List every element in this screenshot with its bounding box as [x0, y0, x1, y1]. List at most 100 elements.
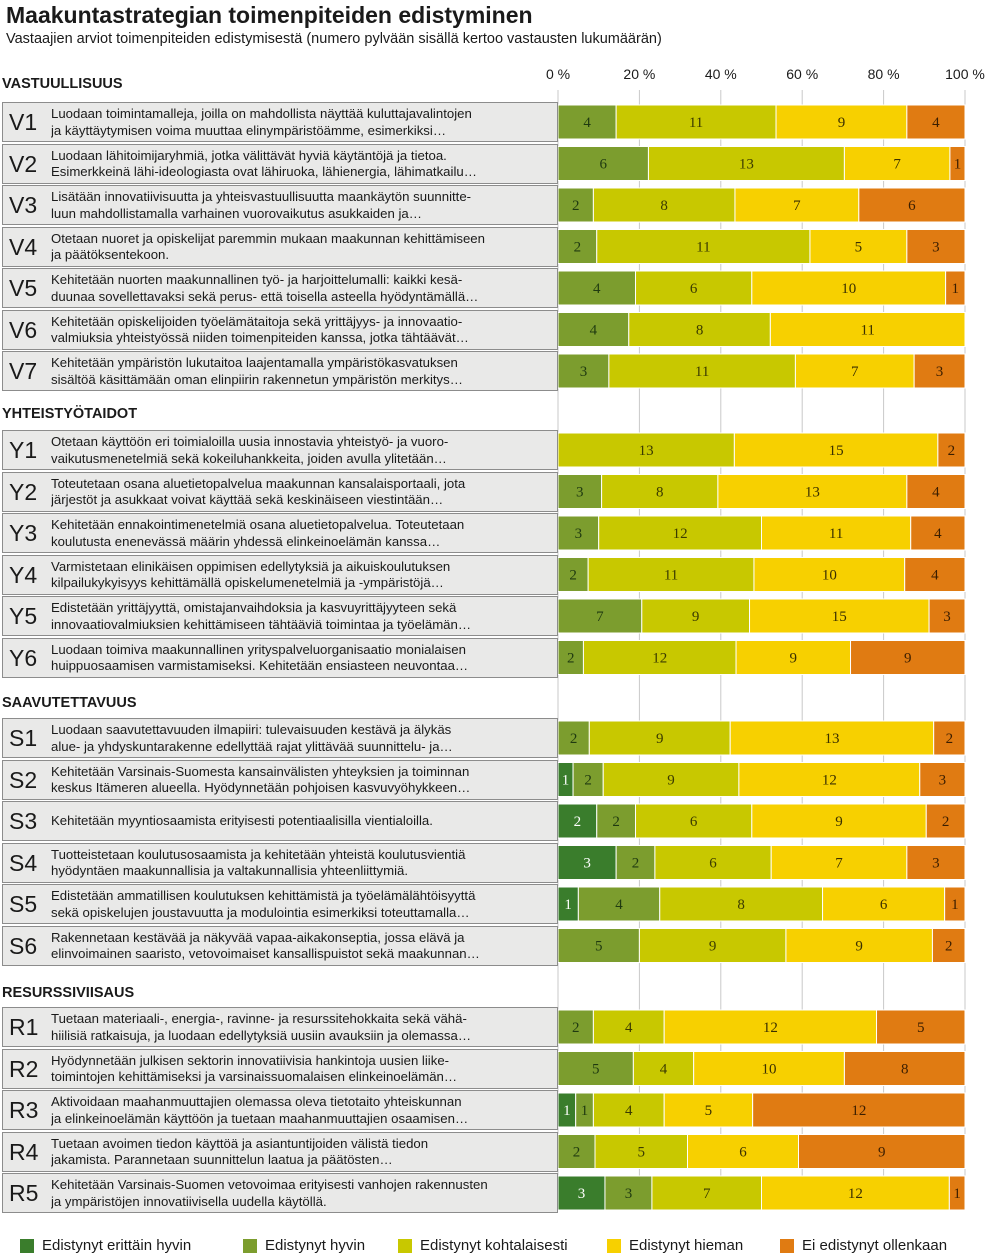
bar-segment	[904, 557, 966, 592]
item-description: Tuetaan avoimen tiedon käyttöä ja asiant…	[51, 1136, 551, 1169]
bar-value-label: 7	[893, 157, 901, 173]
bar-segment	[577, 886, 661, 922]
bar-value-label: 13	[739, 157, 754, 173]
bar-segment	[557, 104, 617, 140]
item-row: R4 Tuetaan avoimen tiedon käyttöä ja asia…	[2, 1131, 558, 1172]
bar-segment	[659, 886, 824, 922]
item-description: Luodaan lähitoimijaryhmiä, jotka välittä…	[51, 148, 551, 181]
item-description: Kehitetään myyntiosaamista erityisesti p…	[51, 813, 551, 830]
item-description-line: hiilisiä ratkaisuja, ja luodaan edellyty…	[51, 1027, 472, 1043]
bar-value-label: 5	[917, 1020, 925, 1036]
bar-value-label: 8	[696, 323, 704, 339]
legend-label: Edistynyt hieman	[629, 1237, 744, 1254]
bar-segment	[944, 886, 966, 922]
bar-segment	[850, 640, 966, 675]
bar-value-label: 5	[595, 939, 603, 955]
bar-segment	[557, 845, 617, 880]
item-description: Luodaan saavutettavuuden ilmapiiri: tule…	[51, 722, 551, 755]
item-code: S6	[9, 932, 38, 959]
item-row: S2 Kehitetään Varsinais-Suomesta kansainv…	[2, 759, 558, 800]
bar-value-label: 2	[567, 651, 575, 667]
bar-segment	[687, 1134, 799, 1169]
bar-value-label: 4	[615, 897, 623, 913]
bar-segment	[557, 1009, 594, 1045]
bar-value-label: 15	[832, 609, 847, 625]
item-description-line: ja elinkeinoelämän käyttöön ja tuetaan m…	[51, 1110, 469, 1126]
item-code: R3	[9, 1097, 39, 1123]
legend-label: Edistynyt kohtalaisesti	[420, 1237, 568, 1254]
bar-value-label: 2	[584, 773, 592, 789]
item-description: Aktivoidaan maahanmuuttajien olemassa ol…	[51, 1094, 551, 1127]
bar-segment	[557, 1051, 634, 1086]
item-row: S6 Rakennetaan kestävää ja näkyvää vapaa-…	[2, 925, 558, 966]
bar-value-label: 9	[656, 731, 664, 747]
bar-value-label: 3	[939, 773, 947, 789]
item-row: S3 Kehitetään myyntiosaamista erityisesti…	[2, 801, 558, 841]
bar-value-label: 3	[576, 485, 584, 501]
item-code: V2	[9, 150, 38, 177]
bar-segment	[949, 146, 966, 181]
bar-value-label: 2	[573, 1145, 581, 1161]
bar-segment	[729, 720, 935, 756]
item-description-line: keskus Itämeren alueella. Hyödynnetään p…	[51, 780, 471, 795]
bar-segment	[601, 474, 719, 509]
bar-segment	[641, 598, 751, 634]
bar-value-label: 5	[705, 1103, 713, 1119]
section-heading: VASTUULLISUUS	[2, 76, 123, 92]
bar-segment	[761, 515, 912, 551]
legend-swatch	[780, 1239, 794, 1253]
bar-value-label: 6	[739, 1145, 747, 1161]
bar-segment	[925, 803, 966, 839]
item-row: V7 Kehitetään ympäristön lukutaitoa laaje…	[2, 351, 558, 391]
bar-segment	[906, 104, 966, 140]
bar-segment	[651, 1175, 762, 1211]
item-description: Luodaan toimiva maakunnallinen yrityspal…	[51, 642, 551, 675]
bar-segment	[635, 803, 753, 839]
bar-value-label: 2	[574, 814, 582, 830]
item-row: S4 Tuotteistetaan koulutusosaamista ja ke…	[2, 842, 558, 883]
bar-value-label: 4	[931, 568, 939, 584]
bar-segment	[587, 557, 755, 592]
bar-value-label: 6	[599, 157, 607, 173]
bar-value-label: 10	[822, 568, 837, 584]
bar-segment	[809, 229, 908, 264]
bar-segment	[596, 803, 637, 839]
bar-value-label: 11	[696, 240, 710, 256]
bar-value-label: 3	[625, 1186, 633, 1202]
bar-segment	[919, 762, 966, 797]
bar-segment	[775, 104, 908, 140]
bar-value-label: 2	[946, 731, 954, 747]
item-description-line: Lisätään innovatiivisuutta ja yhteisvast…	[51, 189, 472, 204]
item-description-line: Kehitetään nuorten maakunnallinen työ- j…	[51, 272, 463, 287]
legend-swatch	[20, 1239, 34, 1253]
bar-value-label: 7	[703, 1186, 711, 1202]
bar-segment	[598, 515, 763, 551]
item-row: V4 Otetaan nuoret ja opiskelijat paremmin…	[2, 226, 558, 267]
bar-segment	[937, 432, 966, 468]
item-description: Tuetaan materiaali-, energia-, ravinne- …	[51, 1011, 551, 1044]
bar-value-label: 6	[880, 897, 888, 913]
bar-value-label: 2	[942, 814, 950, 830]
item-code: S4	[9, 849, 38, 876]
item-description-line: elinvoimainen saaristo, vetovoimaiset ka…	[51, 946, 480, 961]
item-description-line: Hyödynnetään julkisen sektorin innovatii…	[51, 1052, 450, 1068]
bar-value-label: 4	[590, 323, 598, 339]
bar-segment	[632, 1051, 695, 1086]
item-code: Y6	[9, 644, 38, 671]
bar-segment	[733, 432, 939, 468]
item-code: Y2	[9, 478, 38, 505]
bar-value-label: 6	[908, 198, 916, 214]
item-description-line: ja päätöksentekoon.	[51, 247, 170, 262]
bar-value-label: 4	[932, 115, 940, 131]
bar-segment	[592, 1092, 665, 1128]
item-row: V5 Kehitetään nuorten maakunnallinen työ-…	[2, 268, 558, 308]
item-description-line: innovaatiovalmiuksien kehittämiseen täht…	[51, 616, 472, 632]
item-description: Kehitetään nuorten maakunnallinen työ- j…	[51, 272, 551, 305]
item-description-line: huippuosaamisen varmistamiseksi. Kehitet…	[51, 658, 469, 673]
bar-segment	[735, 640, 852, 675]
item-code: Y4	[9, 561, 38, 588]
bar-value-label: 1	[952, 281, 960, 297]
bar-value-label: 12	[851, 1103, 866, 1119]
section-heading: RESURSSIVIISAUS	[2, 985, 135, 1001]
bar-value-label: 12	[822, 773, 837, 789]
